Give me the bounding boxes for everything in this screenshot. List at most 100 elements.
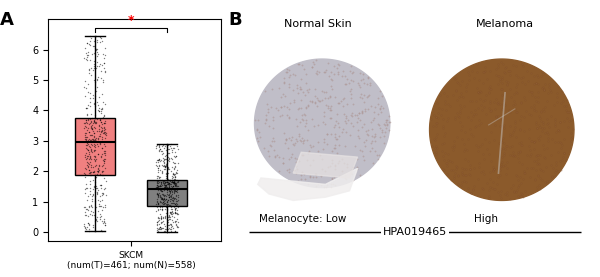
Point <box>305 87 314 91</box>
Point <box>157 195 167 200</box>
Point <box>478 169 487 173</box>
Point <box>554 129 563 133</box>
Point <box>516 76 526 80</box>
Point <box>154 157 163 162</box>
Point <box>287 152 297 156</box>
Point <box>500 191 510 196</box>
Point <box>269 136 278 140</box>
Point <box>158 226 167 230</box>
Point <box>172 204 182 208</box>
Point <box>322 142 331 146</box>
Point <box>152 225 161 230</box>
Point <box>302 138 312 142</box>
Point <box>95 127 104 132</box>
Point <box>160 184 169 189</box>
Point <box>157 196 166 201</box>
Point <box>452 111 462 115</box>
Point <box>80 225 89 229</box>
Point <box>92 168 101 173</box>
Point <box>533 173 542 177</box>
Point <box>464 78 473 82</box>
Point <box>154 187 163 192</box>
Point <box>165 178 175 182</box>
Point <box>319 70 329 75</box>
Point <box>532 184 542 189</box>
Point <box>356 118 365 122</box>
Point <box>81 50 91 55</box>
Point <box>80 155 90 159</box>
Point <box>475 143 485 148</box>
Point <box>493 117 502 122</box>
Point <box>500 147 509 151</box>
Point <box>518 195 527 199</box>
Point <box>87 125 97 130</box>
Point <box>91 143 100 147</box>
Point <box>327 161 337 165</box>
Point <box>449 143 458 148</box>
Point <box>513 194 523 198</box>
Point <box>514 152 523 156</box>
Point <box>463 114 472 119</box>
Point <box>339 112 349 116</box>
Point <box>426 117 436 122</box>
Point <box>311 175 320 179</box>
Point <box>93 169 103 174</box>
Point <box>259 146 269 150</box>
Point <box>440 99 450 104</box>
Point <box>83 126 92 130</box>
Point <box>347 71 357 76</box>
Point <box>494 62 503 66</box>
Point <box>457 128 466 132</box>
Point <box>268 126 278 130</box>
Point <box>356 92 366 97</box>
Point <box>541 165 551 170</box>
Point <box>538 85 548 90</box>
Point <box>345 89 355 94</box>
Point <box>515 175 524 179</box>
Point <box>434 116 443 120</box>
Point <box>261 117 271 121</box>
Point <box>568 135 577 139</box>
Point <box>493 65 503 70</box>
Point <box>540 131 550 135</box>
Point <box>94 64 103 69</box>
Point <box>89 148 98 153</box>
Point <box>163 218 173 222</box>
Point <box>152 160 161 165</box>
Point <box>80 175 89 179</box>
Point <box>509 127 519 132</box>
Point <box>542 117 551 121</box>
Point <box>274 155 284 160</box>
Point <box>366 104 376 108</box>
Point <box>449 76 458 81</box>
Point <box>284 115 294 119</box>
Point <box>158 187 167 191</box>
Point <box>456 90 466 95</box>
Point <box>311 58 321 63</box>
Point <box>89 144 98 148</box>
Point <box>172 223 181 227</box>
Point <box>316 99 325 104</box>
Point <box>359 140 369 144</box>
Point <box>349 124 358 128</box>
Point <box>160 214 170 218</box>
Point <box>566 131 576 135</box>
Point <box>334 134 344 138</box>
Point <box>452 111 462 115</box>
Point <box>94 198 103 202</box>
Point <box>96 111 106 116</box>
Point <box>92 66 101 70</box>
Point <box>100 176 109 180</box>
Point <box>485 68 495 73</box>
Point <box>163 204 173 209</box>
Point <box>364 107 373 111</box>
Point <box>152 180 162 185</box>
Point <box>531 154 541 158</box>
Point <box>512 91 521 95</box>
Point <box>449 139 458 143</box>
Point <box>326 95 335 99</box>
Point <box>566 136 576 140</box>
Point <box>83 164 92 168</box>
Point <box>532 121 541 126</box>
Point <box>328 176 337 181</box>
